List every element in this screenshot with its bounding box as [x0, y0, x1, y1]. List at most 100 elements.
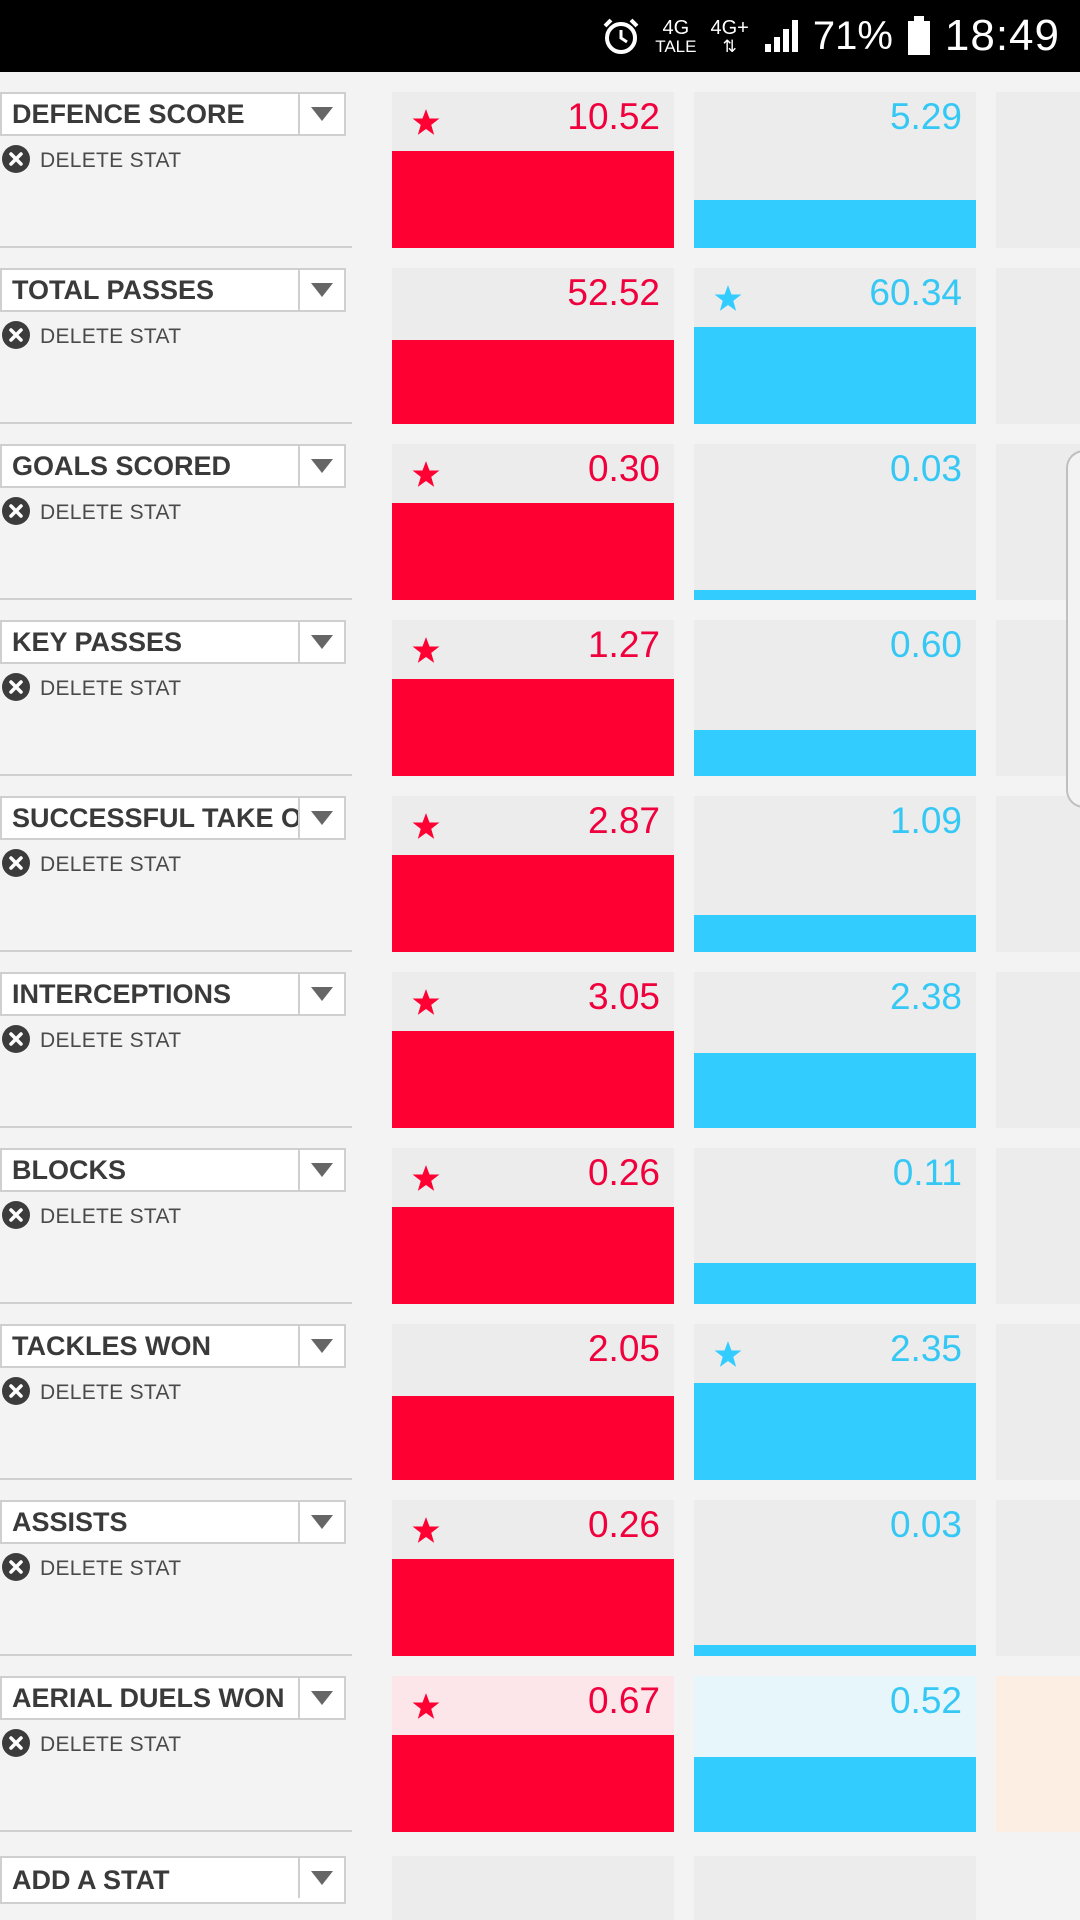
stat-name: TOTAL PASSES	[12, 275, 215, 305]
chevron-down-icon[interactable]	[298, 1502, 344, 1542]
add-cell-red	[392, 1856, 674, 1920]
delete-stat-button[interactable]: DELETE STAT	[2, 1024, 182, 1058]
row-divider	[0, 246, 352, 248]
delete-stat-button[interactable]: DELETE STAT	[2, 672, 182, 706]
chevron-down-icon[interactable]	[298, 798, 344, 838]
stat-row: BLOCKS DELETE STAT 0.26 0.11	[0, 1128, 1080, 1304]
row-divider	[0, 1830, 352, 1832]
delete-stat-label: DELETE STAT	[40, 1557, 182, 1580]
network-type: 4G	[662, 16, 690, 39]
close-icon	[2, 672, 30, 706]
player-red-bar	[392, 503, 674, 600]
chevron-down-icon[interactable]	[298, 446, 344, 486]
star-icon	[412, 108, 440, 141]
stat-select[interactable]: SUCCESSFUL TAKE O	[0, 796, 346, 840]
stat-row: DEFENCE SCORE DELETE STAT 10.52 5.29	[0, 72, 1080, 248]
stat-select[interactable]: AERIAL DUELS WON	[0, 1676, 346, 1720]
player-red-bar	[392, 1031, 674, 1128]
stat-row: KEY PASSES DELETE STAT 1.27 0.60	[0, 600, 1080, 776]
player-blue-cell: 0.60	[694, 620, 976, 776]
stat-select[interactable]: KEY PASSES	[0, 620, 346, 664]
alarm-icon	[601, 16, 641, 56]
stat-select[interactable]: TOTAL PASSES	[0, 268, 346, 312]
status-bar: 4G TALE 4G+ ⇅ 71% 18:49	[0, 0, 1080, 72]
stat-row: TACKLES WON DELETE STAT 2.05 2.35	[0, 1304, 1080, 1480]
player-blue-cell: 1.09	[694, 796, 976, 952]
chevron-down-icon[interactable]	[298, 1858, 344, 1898]
player-third-cell	[996, 268, 1080, 424]
close-icon	[2, 320, 30, 354]
chevron-down-icon[interactable]	[298, 1150, 344, 1190]
stat-name: AERIAL DUELS WON	[12, 1683, 285, 1713]
player-third-cell	[996, 796, 1080, 952]
player-red-cell: 52.52	[392, 268, 674, 424]
player-blue-cell: 2.38	[694, 972, 976, 1128]
battery-icon	[907, 16, 931, 56]
player-blue-bar	[694, 1645, 976, 1656]
delete-stat-button[interactable]: DELETE STAT	[2, 1552, 182, 1586]
stat-select[interactable]: GOALS SCORED	[0, 444, 346, 488]
player-red-value: 0.67	[587, 1680, 660, 1721]
stat-row: AERIAL DUELS WON DELETE STAT 0.67 0.52	[0, 1656, 1080, 1832]
player-red-value: 0.30	[587, 448, 660, 489]
row-divider	[0, 1478, 352, 1480]
player-red-bar	[392, 1396, 674, 1480]
star-icon	[412, 460, 440, 493]
player-blue-value: 0.60	[889, 624, 962, 665]
chevron-down-icon[interactable]	[298, 94, 344, 134]
player-blue-bar	[694, 327, 976, 424]
delete-stat-button[interactable]: DELETE STAT	[2, 496, 182, 530]
stat-select[interactable]: DEFENCE SCORE	[0, 92, 346, 136]
stat-select[interactable]: TACKLES WON	[0, 1324, 346, 1368]
scroll-handle[interactable]	[1066, 450, 1080, 808]
chevron-down-icon[interactable]	[298, 974, 344, 1014]
close-icon	[2, 1024, 30, 1058]
data-arrows-icon: ⇅	[722, 36, 737, 56]
delete-stat-label: DELETE STAT	[40, 677, 182, 700]
row-divider	[0, 422, 352, 424]
network-indicator-2: 4G+ ⇅	[710, 18, 748, 55]
close-icon	[2, 1552, 30, 1586]
player-blue-bar	[694, 1757, 976, 1832]
delete-stat-label: DELETE STAT	[40, 501, 182, 524]
chevron-down-icon[interactable]	[298, 1678, 344, 1718]
player-red-value: 1.27	[587, 624, 660, 665]
add-stat-label: ADD A STAT	[12, 1865, 170, 1895]
delete-stat-button[interactable]: DELETE STAT	[2, 320, 181, 354]
add-stat-select[interactable]: ADD A STAT	[0, 1856, 346, 1904]
player-red-bar	[392, 1207, 674, 1304]
player-blue-bar	[694, 200, 976, 248]
delete-stat-button[interactable]: DELETE STAT	[2, 1728, 181, 1760]
player-red-cell: 10.52	[392, 92, 674, 248]
player-blue-value: 60.34	[869, 272, 962, 313]
stat-select[interactable]: INTERCEPTIONS	[0, 972, 346, 1016]
stat-select[interactable]: BLOCKS	[0, 1148, 346, 1192]
network-carrier: TALE	[655, 36, 697, 56]
row-divider	[0, 774, 352, 776]
star-icon	[412, 636, 440, 669]
star-icon	[714, 284, 742, 317]
chevron-down-icon[interactable]	[298, 622, 344, 662]
player-red-cell: 0.30	[392, 444, 674, 600]
player-red-cell: 2.05	[392, 1324, 674, 1480]
delete-stat-button[interactable]: DELETE STAT	[2, 1376, 181, 1408]
stat-select[interactable]: ASSISTS	[0, 1500, 346, 1544]
player-third-cell	[996, 1324, 1080, 1480]
stat-name: BLOCKS	[12, 1155, 126, 1185]
delete-stat-button[interactable]: DELETE STAT	[2, 1200, 181, 1232]
player-red-cell: 0.26	[392, 1148, 674, 1304]
chevron-down-icon[interactable]	[298, 270, 344, 310]
chevron-down-icon[interactable]	[298, 1326, 344, 1366]
player-blue-value: 0.03	[889, 1504, 962, 1545]
player-red-bar	[392, 855, 674, 952]
clock: 18:49	[944, 11, 1060, 60]
delete-stat-button[interactable]: DELETE STAT	[2, 848, 181, 880]
player-red-cell: 1.27	[392, 620, 674, 776]
player-blue-cell: 2.35	[694, 1324, 976, 1480]
stat-name: GOALS SCORED	[12, 451, 232, 481]
close-icon	[2, 496, 30, 530]
player-red-value: 3.05	[587, 976, 660, 1017]
delete-stat-label: DELETE STAT	[40, 1029, 182, 1052]
stat-row: SUCCESSFUL TAKE O DELETE STAT 2.87 1.09	[0, 776, 1080, 952]
delete-stat-button[interactable]: DELETE STAT	[2, 144, 181, 176]
